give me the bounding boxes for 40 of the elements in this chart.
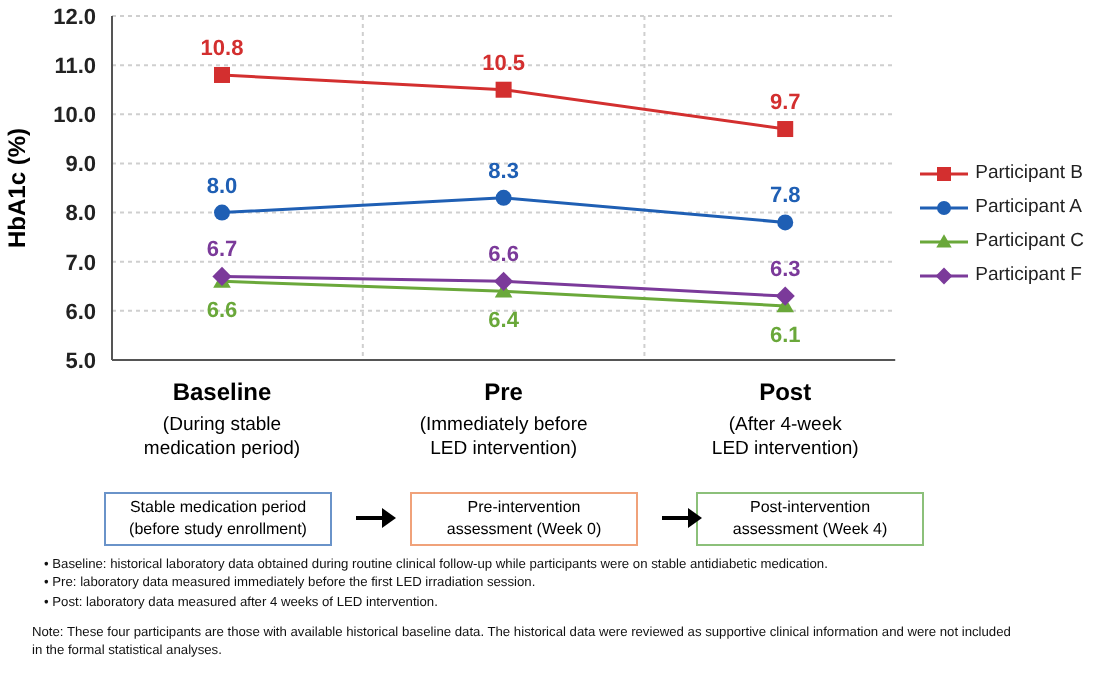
point xyxy=(495,189,512,206)
y-tick-label: 8.0 xyxy=(65,202,96,227)
x-tick-label: Baseline (During stable medication period) xyxy=(143,378,301,460)
data-label: 6.3 xyxy=(769,258,801,283)
text: Stable medication period (before study enrollment) xyxy=(104,492,332,546)
y-tick-label: 12.0 xyxy=(53,5,96,30)
text: Pre-intervention assessment (Week 0) xyxy=(410,492,638,546)
y-tick-label: 5.0 xyxy=(65,349,96,374)
data-label: 10.5 xyxy=(482,51,526,76)
data-label: 9.7 xyxy=(769,91,801,116)
point xyxy=(214,66,230,83)
legend-label: Participant A xyxy=(975,194,1082,222)
y-tick-label: 6.0 xyxy=(65,300,96,325)
data-label: 8.3 xyxy=(488,159,519,184)
point xyxy=(494,271,514,291)
point xyxy=(777,121,794,138)
data-label: 10.8 xyxy=(200,36,244,61)
data-label: 6.6 xyxy=(488,243,519,268)
legend-label: Participant C xyxy=(975,228,1084,256)
point xyxy=(775,286,795,306)
data-label: 6.7 xyxy=(206,238,238,263)
y-tick-label: 7.0 xyxy=(65,251,96,276)
data-label: 8.0 xyxy=(206,174,238,199)
y-tick-label: 11.0 xyxy=(54,54,96,79)
point xyxy=(777,214,794,231)
text: Post-intervention assessment (Week 4) xyxy=(696,492,924,546)
y-tick-label: 9.0 xyxy=(65,153,96,178)
legend-label: Participant F xyxy=(975,262,1082,290)
point xyxy=(212,266,232,287)
y-axis-title: HbA1c (%) xyxy=(2,127,31,248)
legend-label: Participant B xyxy=(975,160,1083,188)
point xyxy=(214,204,230,221)
data-label: 7.8 xyxy=(769,184,801,209)
data-label: 6.4 xyxy=(488,309,521,334)
y-tick-label: 10.0 xyxy=(53,104,96,129)
x-tick-label: Pre (Immediately before LED intervention) xyxy=(419,378,588,460)
data-label: 6.6 xyxy=(206,299,238,324)
x-tick-label: Post (After 4-week LED intervention) xyxy=(711,378,859,460)
data-label: 6.1 xyxy=(769,323,801,348)
point xyxy=(495,81,512,98)
